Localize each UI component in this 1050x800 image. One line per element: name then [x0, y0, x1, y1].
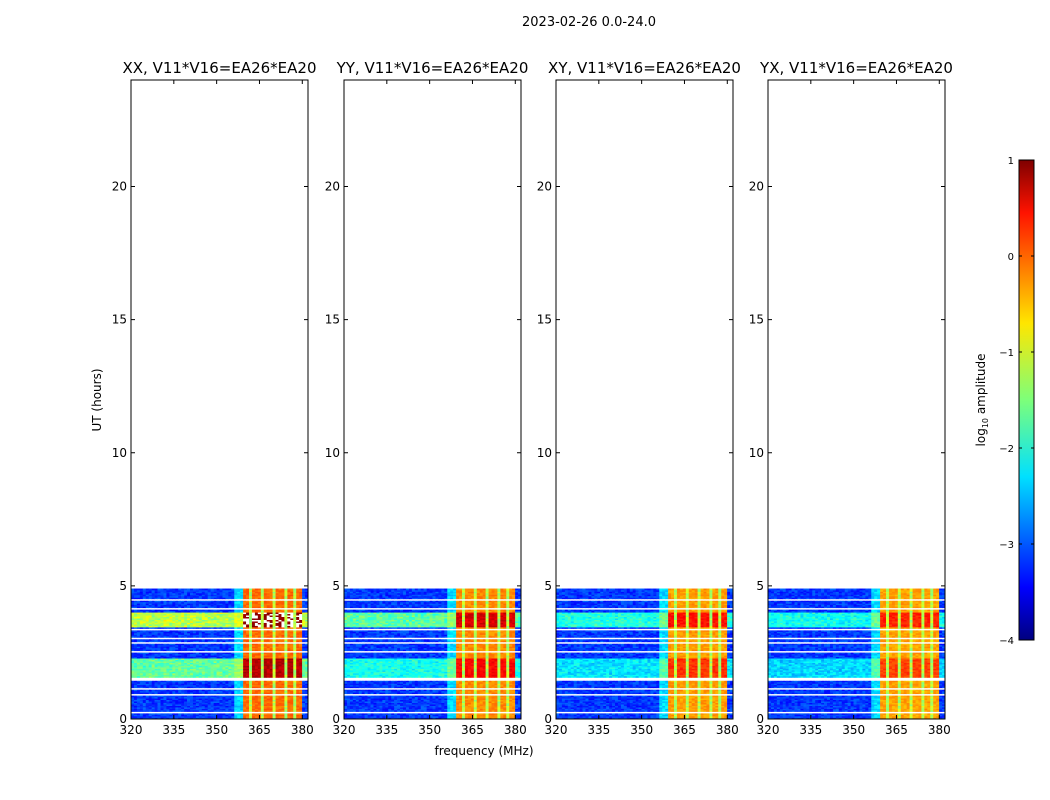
heatmap-yx	[768, 589, 945, 720]
y-tick-label: 5	[756, 579, 764, 593]
y-tick-label: 0	[544, 712, 552, 726]
colorbar-tick-label: −1	[999, 348, 1014, 359]
x-tick-label: 350	[630, 723, 653, 737]
x-tick-label: 380	[291, 723, 314, 737]
colorbar-tick-label: 0	[1008, 252, 1014, 263]
panel-title: YY, V11*V16=EA26*EA20	[336, 59, 529, 77]
x-tick-label: 335	[587, 723, 610, 737]
x-tick-label: 335	[162, 723, 185, 737]
colorbar-tick-label: 1	[1008, 156, 1014, 167]
x-tick-label: 350	[205, 723, 228, 737]
x-tick-label: 380	[716, 723, 739, 737]
y-tick-label: 20	[749, 180, 764, 194]
x-tick-label: 380	[928, 723, 951, 737]
x-tick-label: 365	[248, 723, 271, 737]
colorbar-tick-label: −3	[999, 540, 1014, 551]
x-tick-label: 350	[842, 723, 865, 737]
y-tick-label: 20	[112, 180, 127, 194]
colorbar-tick-label: −4	[999, 636, 1014, 647]
y-tick-label: 15	[537, 313, 552, 327]
y-tick-label: 15	[749, 313, 764, 327]
y-tick-label: 15	[112, 313, 127, 327]
y-axis-label: UT (hours)	[90, 368, 104, 431]
x-tick-label: 335	[375, 723, 398, 737]
y-tick-label: 0	[332, 712, 340, 726]
heatmap-xy	[556, 589, 733, 720]
colorbar-gradient	[1019, 160, 1034, 640]
y-tick-label: 0	[119, 712, 127, 726]
x-tick-label: 380	[504, 723, 527, 737]
y-tick-label: 10	[325, 446, 340, 460]
y-tick-label: 20	[537, 180, 552, 194]
x-tick-label: 365	[461, 723, 484, 737]
heatmap-yy	[344, 589, 521, 720]
figure-suptitle: 2023-02-26 0.0-24.0	[522, 15, 656, 30]
colorbar-tick-label: −2	[999, 444, 1014, 455]
spectrogram-figure: 2023-02-26 0.0-24.0 frequency (MHz) UT (…	[0, 0, 1050, 800]
y-tick-label: 10	[537, 446, 552, 460]
panel-title: XX, V11*V16=EA26*EA20	[122, 59, 316, 77]
x-tick-label: 335	[799, 723, 822, 737]
y-tick-label: 15	[325, 313, 340, 327]
y-tick-label: 10	[749, 446, 764, 460]
y-tick-label: 0	[756, 712, 764, 726]
y-tick-label: 5	[332, 579, 340, 593]
panel-title: XY, V11*V16=EA26*EA20	[548, 59, 741, 77]
y-tick-label: 20	[325, 180, 340, 194]
y-tick-label: 5	[119, 579, 127, 593]
colorbar: 1 0 −1 −2 −3 −4 log10 amplitude	[974, 156, 1034, 647]
x-axis-label: frequency (MHz)	[434, 744, 533, 758]
y-tick-label: 5	[544, 579, 552, 593]
x-tick-label: 350	[418, 723, 441, 737]
heatmap-xx	[131, 589, 308, 720]
x-tick-label: 365	[885, 723, 908, 737]
panel-title: YX, V11*V16=EA26*EA20	[759, 59, 953, 77]
y-tick-label: 10	[112, 446, 127, 460]
x-tick-label: 365	[673, 723, 696, 737]
colorbar-label: log10 amplitude	[974, 354, 990, 447]
